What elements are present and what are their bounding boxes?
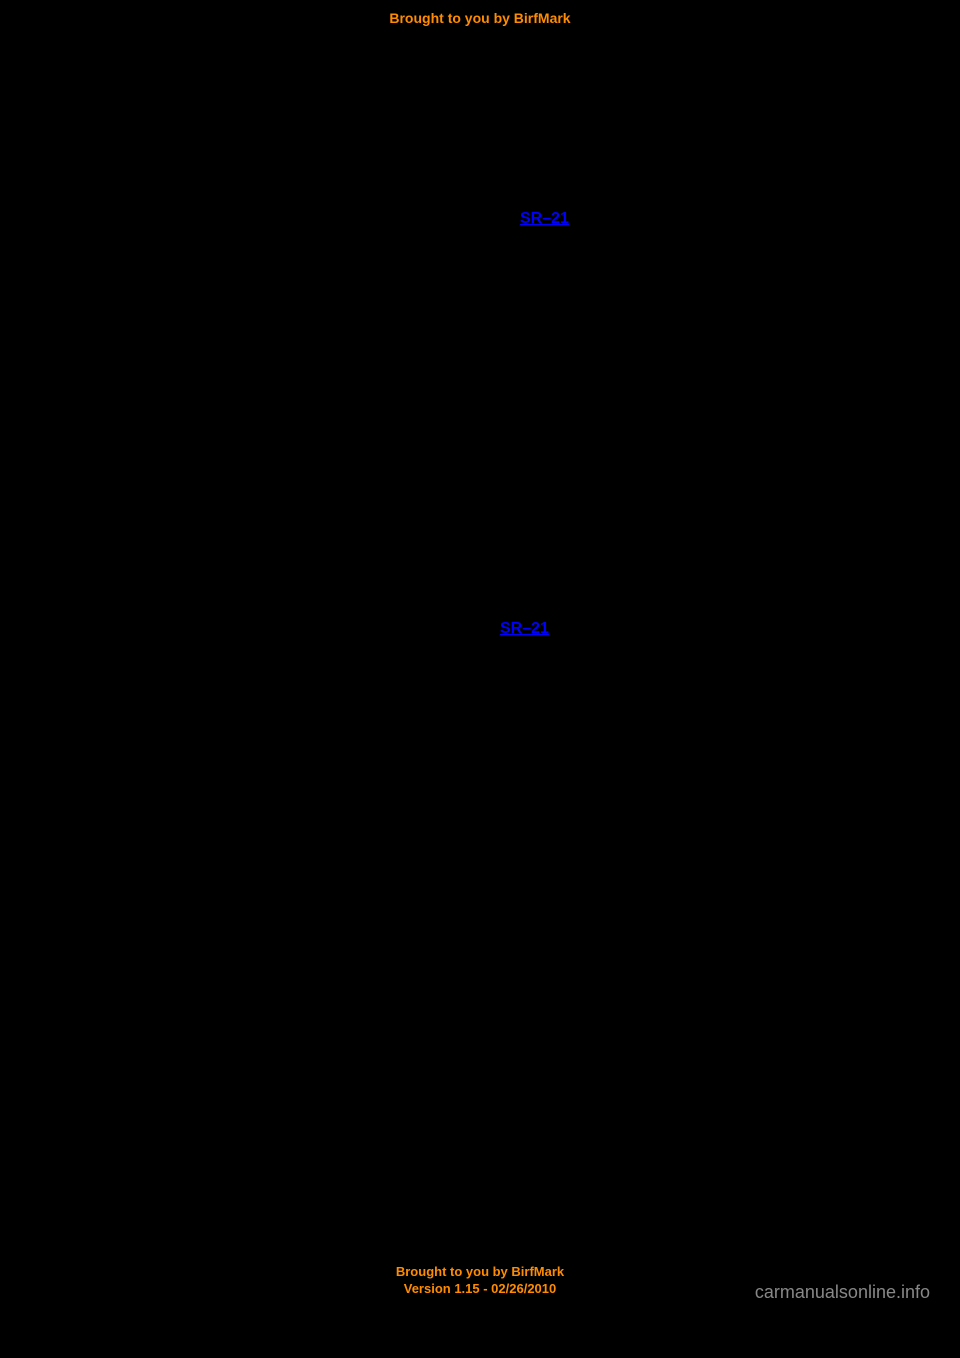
header-text: Brought to you by BirfMark: [389, 10, 570, 26]
footer-line1: Brought to you by BirfMark: [0, 1264, 960, 1281]
header-banner: Brought to you by BirfMark: [0, 10, 960, 26]
section-link-2[interactable]: SR–21: [500, 620, 549, 638]
link1-text: SR–21: [520, 210, 569, 227]
section-link-1[interactable]: SR–21: [520, 210, 569, 228]
watermark: carmanualsonline.info: [755, 1282, 930, 1303]
link2-text: SR–21: [500, 620, 549, 637]
watermark-text: carmanualsonline.info: [755, 1282, 930, 1302]
